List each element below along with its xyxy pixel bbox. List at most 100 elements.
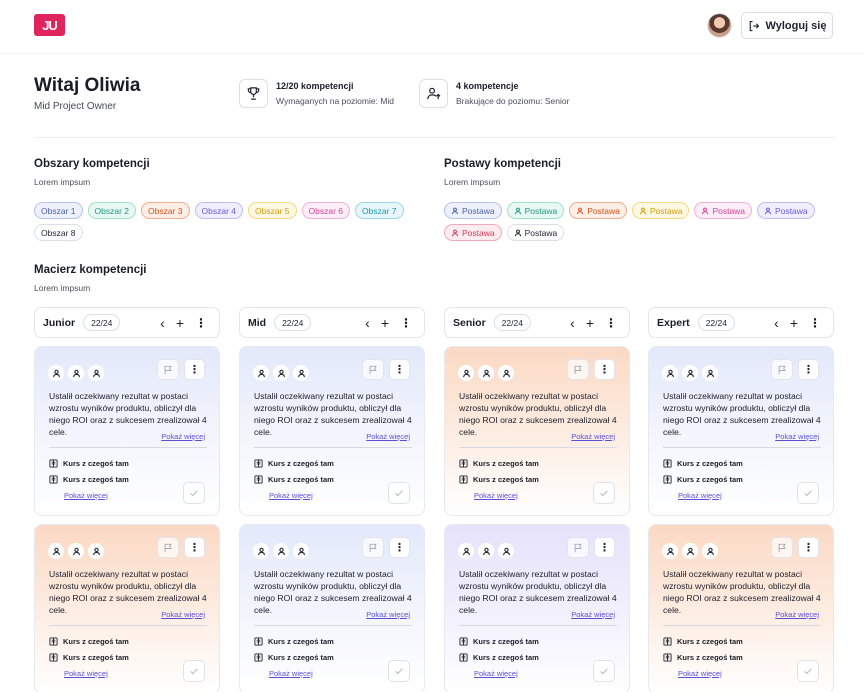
show-more-courses-link[interactable]: Pokaż więcej bbox=[64, 669, 108, 678]
course-label: Kurs z czegoś tam bbox=[268, 459, 334, 468]
more-vertical-icon[interactable]: ⋮ bbox=[389, 537, 410, 558]
area-chip-label: Obszar 3 bbox=[148, 205, 183, 216]
attitude-chip[interactable]: Postawa bbox=[631, 202, 690, 219]
show-more-link[interactable]: Pokaż więcej bbox=[775, 432, 819, 441]
flag-icon[interactable] bbox=[362, 537, 384, 558]
flag-icon[interactable] bbox=[157, 359, 179, 380]
show-more-courses-link[interactable]: Pokaż więcej bbox=[474, 491, 518, 500]
book-icon bbox=[459, 653, 468, 662]
check-icon[interactable] bbox=[388, 482, 410, 504]
competency-card[interactable]: ⋮ Ustalił oczekiwany rezultat w postaci w… bbox=[34, 346, 220, 516]
show-more-courses-link[interactable]: Pokaż więcej bbox=[678, 491, 722, 500]
person-icon bbox=[702, 365, 718, 381]
attitude-chip[interactable]: Postawa bbox=[757, 202, 815, 219]
plus-icon[interactable]: + bbox=[585, 314, 594, 331]
area-chip[interactable]: Obszar 2 bbox=[87, 202, 136, 219]
area-chip[interactable]: Obszar 6 bbox=[301, 202, 350, 219]
competency-card[interactable]: ⋮ Ustalił oczekiwany rezultat w postaci w… bbox=[239, 346, 425, 516]
flag-icon[interactable] bbox=[771, 359, 793, 380]
chevron-left-icon[interactable]: ‹ bbox=[365, 314, 370, 331]
show-more-link[interactable]: Pokaż więcej bbox=[161, 610, 205, 619]
avatar[interactable] bbox=[707, 13, 732, 38]
plus-icon[interactable]: + bbox=[789, 314, 798, 331]
area-chip[interactable]: Obszar 4 bbox=[194, 202, 243, 219]
competency-card[interactable]: ⋮ Ustalił oczekiwany rezultat w postaci w… bbox=[648, 346, 834, 516]
area-chip-label: Obszar 2 bbox=[94, 205, 130, 216]
book-icon bbox=[49, 459, 58, 468]
chevron-left-icon[interactable]: ‹ bbox=[774, 314, 779, 331]
competency-card[interactable]: ⋮ Ustalił oczekiwany rezultat w postaci w… bbox=[648, 524, 834, 692]
flag-icon[interactable] bbox=[567, 359, 589, 380]
show-more-link[interactable]: Pokaż więcej bbox=[161, 432, 205, 441]
flag-icon[interactable] bbox=[362, 359, 384, 380]
check-icon[interactable] bbox=[797, 482, 819, 504]
book-icon bbox=[459, 475, 468, 484]
competency-card[interactable]: ⋮ Ustalił oczekiwany rezultat w postaci w… bbox=[239, 524, 425, 692]
area-chip[interactable]: Obszar 7 bbox=[355, 202, 404, 219]
show-more-link[interactable]: Pokaż więcej bbox=[366, 432, 410, 441]
more-vertical-icon[interactable]: ⋮ bbox=[184, 359, 205, 380]
show-more-courses-link[interactable]: Pokaż więcej bbox=[678, 669, 722, 678]
show-more-courses-link[interactable]: Pokaż więcej bbox=[474, 669, 518, 678]
user-up-icon bbox=[419, 79, 448, 108]
flag-icon[interactable] bbox=[157, 537, 179, 558]
more-vertical-icon[interactable]: ⋮ bbox=[195, 315, 207, 330]
logout-button[interactable]: Wyloguj się bbox=[741, 12, 833, 39]
more-vertical-icon[interactable]: ⋮ bbox=[798, 537, 819, 558]
check-icon[interactable] bbox=[388, 660, 410, 682]
area-chip[interactable]: Obszar 5 bbox=[248, 202, 297, 219]
flag-icon[interactable] bbox=[771, 537, 793, 558]
book-icon bbox=[459, 459, 468, 468]
show-more-courses-link[interactable]: Pokaż więcej bbox=[269, 669, 313, 678]
attitude-chip[interactable]: Postawa bbox=[444, 224, 502, 241]
areas-subtitle: Lorem impsum bbox=[34, 177, 91, 187]
check-icon[interactable] bbox=[183, 482, 205, 504]
check-icon[interactable] bbox=[183, 660, 205, 682]
show-more-link[interactable]: Pokaż więcej bbox=[775, 610, 819, 619]
logo[interactable]: JU bbox=[34, 14, 65, 36]
more-vertical-icon[interactable]: ⋮ bbox=[798, 359, 819, 380]
show-more-link[interactable]: Pokaż więcej bbox=[571, 610, 615, 619]
area-chip[interactable]: Obszar 1 bbox=[34, 202, 83, 219]
attitude-chip[interactable]: Postawa bbox=[506, 224, 565, 241]
person-icon bbox=[514, 207, 522, 215]
chevron-left-icon[interactable]: ‹ bbox=[160, 314, 165, 331]
competency-card[interactable]: ⋮ Ustalił oczekiwany rezultat w postaci w… bbox=[444, 524, 630, 692]
more-vertical-icon[interactable]: ⋮ bbox=[605, 315, 617, 330]
more-vertical-icon[interactable]: ⋮ bbox=[184, 537, 205, 558]
attitude-chip[interactable]: Postawa bbox=[694, 202, 753, 219]
attitude-chip[interactable]: Postawa bbox=[444, 202, 502, 219]
more-vertical-icon[interactable]: ⋮ bbox=[594, 537, 615, 558]
chevron-left-icon[interactable]: ‹ bbox=[570, 314, 575, 331]
plus-icon[interactable]: + bbox=[175, 314, 184, 331]
flag-icon[interactable] bbox=[567, 537, 589, 558]
stat-required: 12/20 kompetencji Wymaganych na poziomie… bbox=[239, 79, 394, 108]
competency-card[interactable]: ⋮ Ustalił oczekiwany rezultat w postaci w… bbox=[34, 524, 220, 692]
show-more-link[interactable]: Pokaż więcej bbox=[571, 432, 615, 441]
more-vertical-icon[interactable]: ⋮ bbox=[389, 359, 410, 380]
check-icon[interactable] bbox=[593, 482, 615, 504]
area-chip[interactable]: Obszar 3 bbox=[141, 202, 190, 219]
show-more-link[interactable]: Pokaż więcej bbox=[366, 610, 410, 619]
competency-card[interactable]: ⋮ Ustalił oczekiwany rezultat w postaci w… bbox=[444, 346, 630, 516]
attitude-chip[interactable]: Postawa bbox=[506, 202, 565, 219]
show-more-courses-link[interactable]: Pokaż więcej bbox=[269, 491, 313, 500]
check-icon[interactable] bbox=[593, 660, 615, 682]
plus-icon[interactable]: + bbox=[380, 314, 389, 331]
course-item: Kurs z czegoś tam bbox=[254, 653, 334, 662]
more-vertical-icon[interactable]: ⋮ bbox=[809, 315, 821, 330]
check-icon[interactable] bbox=[797, 660, 819, 682]
area-chip-label: Obszar 5 bbox=[255, 205, 290, 216]
show-more-courses-link[interactable]: Pokaż więcej bbox=[64, 491, 108, 500]
book-icon bbox=[49, 637, 58, 646]
book-icon bbox=[49, 475, 58, 484]
course-label: Kurs z czegoś tam bbox=[63, 637, 129, 646]
area-chip[interactable]: Obszar 8 bbox=[34, 224, 83, 241]
more-vertical-icon[interactable]: ⋮ bbox=[400, 315, 412, 330]
more-vertical-icon[interactable]: ⋮ bbox=[594, 359, 615, 380]
column-header: Senior 22/24 ‹ + ⋮ bbox=[444, 307, 630, 338]
attitude-chip[interactable]: Postawa bbox=[569, 202, 627, 219]
person-icon bbox=[682, 543, 698, 559]
book-icon bbox=[254, 475, 263, 484]
column-name: Expert bbox=[657, 316, 690, 329]
